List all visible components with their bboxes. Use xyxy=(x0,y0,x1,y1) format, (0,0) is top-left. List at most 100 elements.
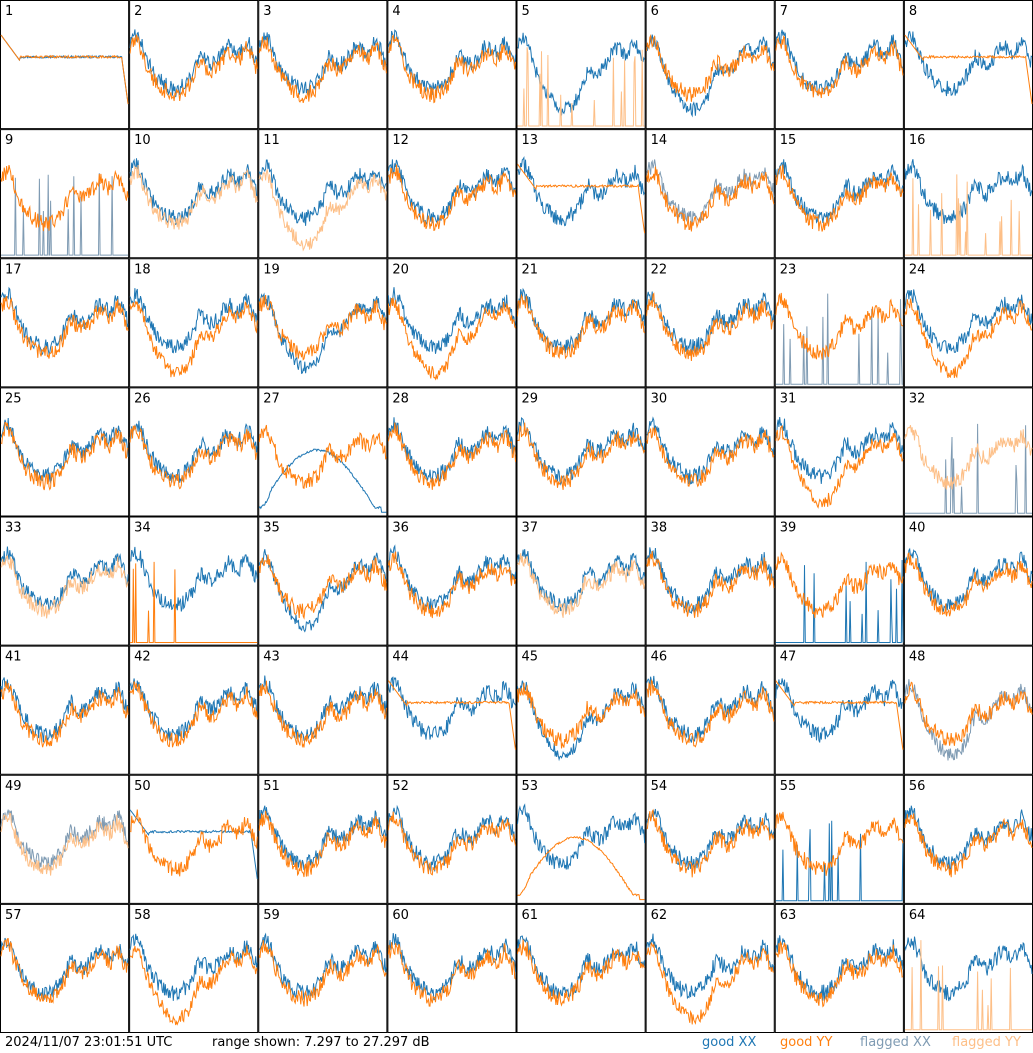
panel-1: 1 xyxy=(0,0,130,130)
panel-38: 38 xyxy=(645,516,775,646)
panel-label: 39 xyxy=(780,521,797,536)
panel-label: 25 xyxy=(5,391,22,406)
panel-36: 36 xyxy=(387,516,517,646)
panel-label: 49 xyxy=(5,779,22,794)
series-yy-good xyxy=(775,164,904,232)
series-yy-good xyxy=(517,163,646,234)
series-yy-good xyxy=(258,295,387,361)
series-yy-flagged xyxy=(517,552,646,618)
panel-54: 54 xyxy=(645,774,775,904)
panel-label: 33 xyxy=(5,521,22,536)
panel-frame xyxy=(903,258,1033,388)
range-text: range shown: 7.297 to 27.297 dB xyxy=(212,1035,430,1050)
series-yy-good xyxy=(258,810,387,878)
panel-5: 5 xyxy=(516,0,646,130)
series-yy-good xyxy=(517,293,646,360)
panel-frame xyxy=(645,0,775,130)
series-yy-flagged xyxy=(904,174,1032,256)
series-xx-good xyxy=(129,546,258,612)
panel-22: 22 xyxy=(645,258,775,388)
panel-frame xyxy=(0,774,130,904)
panel-frame xyxy=(0,903,130,1033)
series-xx-good xyxy=(387,544,516,613)
series-yy-good xyxy=(904,34,1033,105)
series-xx-good xyxy=(904,289,1033,354)
panel-56: 56 xyxy=(903,774,1033,904)
panel-frame xyxy=(516,387,646,517)
series-yy-good xyxy=(904,681,1033,746)
series-yy-good xyxy=(646,166,775,232)
panel-53: 53 xyxy=(516,774,646,904)
series-yy-good xyxy=(517,682,646,749)
series-yy-good xyxy=(517,836,645,901)
panel-label: 48 xyxy=(909,650,926,665)
panel-30: 30 xyxy=(645,387,775,517)
series-yy-good xyxy=(0,34,129,105)
series-xx-good xyxy=(904,159,1033,225)
panel-label: 7 xyxy=(780,4,788,19)
timestamp: 2024/11/07 23:01:51 UTC xyxy=(5,1035,173,1050)
panel-label: 54 xyxy=(651,779,668,794)
panel-label: 18 xyxy=(134,262,151,277)
panel-label: 32 xyxy=(909,391,926,406)
panel-58: 58 xyxy=(129,903,259,1033)
panel-frame xyxy=(903,516,1033,646)
series-yy-good xyxy=(0,421,129,491)
panel-12: 12 xyxy=(387,129,517,259)
series-yy-good xyxy=(0,296,129,359)
panel-frame xyxy=(774,129,904,259)
panel-frame xyxy=(774,0,904,130)
panel-label: 50 xyxy=(134,779,151,794)
panel-frame xyxy=(774,645,904,775)
panel-62: 62 xyxy=(645,903,775,1033)
panel-8: 8 xyxy=(903,0,1033,130)
series-yy-good xyxy=(0,681,129,748)
panel-45: 45 xyxy=(516,645,646,775)
series-xx-good xyxy=(517,155,646,227)
series-xx-good xyxy=(129,933,258,1001)
panel-frame xyxy=(645,387,775,517)
series-yy-good xyxy=(258,939,387,1007)
panel-frame xyxy=(645,774,775,904)
panel-label: 45 xyxy=(522,650,539,665)
series-yy-good xyxy=(129,34,258,102)
series-yy-good xyxy=(646,292,775,362)
series-yy-good xyxy=(904,551,1033,617)
panel-label: 35 xyxy=(263,521,280,536)
series-xx-good xyxy=(258,448,387,513)
series-yy-good xyxy=(258,424,387,490)
panel-61: 61 xyxy=(516,903,646,1033)
series-yy-good xyxy=(904,813,1033,878)
panel-51: 51 xyxy=(258,774,388,904)
panel-label: 51 xyxy=(263,779,280,794)
panel-label: 43 xyxy=(263,650,280,665)
series-xx-good xyxy=(258,159,387,226)
series-xx-good xyxy=(775,559,904,643)
series-xx-good xyxy=(517,803,646,870)
panel-label: 5 xyxy=(522,4,530,19)
panel-49: 49 xyxy=(0,774,130,904)
panel-63: 63 xyxy=(774,903,904,1033)
series-yy-good xyxy=(130,561,258,643)
series-yy-good xyxy=(387,297,516,381)
panel-21: 21 xyxy=(516,258,646,388)
panel-label: 19 xyxy=(263,262,280,277)
series-xx-good xyxy=(775,29,904,96)
series-yy-flagged xyxy=(129,164,258,230)
panel-frame xyxy=(387,903,517,1033)
panel-label: 17 xyxy=(5,262,22,277)
panel-label: 31 xyxy=(780,391,797,406)
panel-frame xyxy=(387,0,517,130)
panel-label: 36 xyxy=(392,521,409,536)
legend-flagged-yy: flagged YY xyxy=(952,1035,1021,1050)
series-yy-good xyxy=(258,554,387,620)
panel-55: 55 xyxy=(774,774,904,904)
series-yy-good xyxy=(258,680,387,749)
panel-label: 44 xyxy=(392,650,409,665)
series-yy-good xyxy=(646,34,775,102)
panel-17: 17 xyxy=(0,258,130,388)
legend-good-xx: good XX xyxy=(702,1035,757,1050)
panel-label: 11 xyxy=(263,133,280,148)
series-yy-good xyxy=(0,937,129,1004)
